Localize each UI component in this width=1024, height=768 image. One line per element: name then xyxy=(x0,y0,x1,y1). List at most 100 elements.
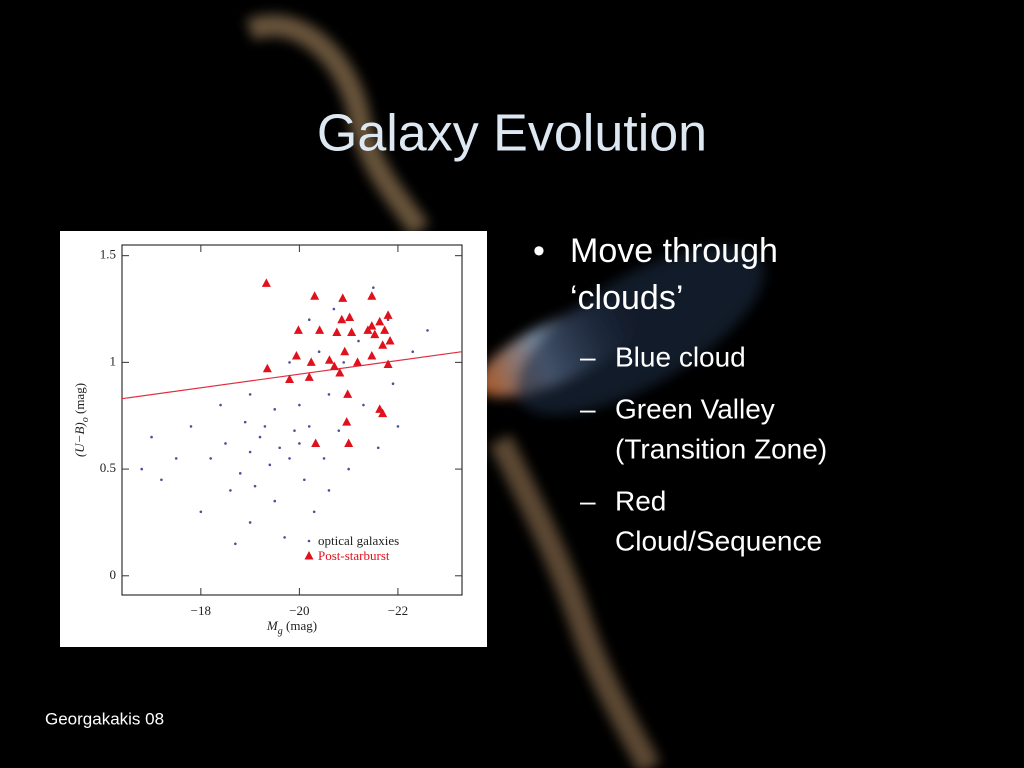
dot-point xyxy=(288,457,291,460)
bullet-list: • Move through‘clouds’– Blue cloud– Green V… xyxy=(533,232,827,556)
axis-label-part: (U−B) xyxy=(72,422,87,457)
dot-point xyxy=(327,393,331,396)
triangle-point xyxy=(383,359,393,369)
dot-point xyxy=(209,457,212,460)
dot-point xyxy=(160,478,163,482)
dot-point xyxy=(273,499,277,503)
dot-point xyxy=(258,435,262,439)
x-tick-label: −20 xyxy=(289,603,309,618)
triangle-point xyxy=(385,336,395,345)
axis-label-part: (mag) xyxy=(283,618,317,633)
footnote: Georgakakis 08 xyxy=(45,709,164,728)
dot-point xyxy=(411,350,415,354)
dot-point xyxy=(342,361,346,364)
dot-point xyxy=(238,472,242,475)
dot-point xyxy=(229,489,232,492)
legend-label: Post-starburst xyxy=(318,548,390,563)
dot-point xyxy=(376,446,380,450)
bullet-text: Green Valley xyxy=(615,393,775,424)
triangle-point xyxy=(344,438,354,447)
triangle-point xyxy=(367,321,377,330)
triangle-point xyxy=(363,325,373,334)
triangle-point xyxy=(262,363,272,373)
dot-point xyxy=(362,403,365,407)
dot-point xyxy=(278,446,281,450)
triangle-point xyxy=(345,312,355,322)
triangle-point xyxy=(378,340,388,349)
plot-frame xyxy=(121,244,463,596)
dot-point xyxy=(189,425,193,428)
triangle-point xyxy=(315,325,325,334)
dot-point xyxy=(248,393,252,396)
triangle-point xyxy=(293,325,303,334)
dot-point xyxy=(386,318,390,321)
triangle-point xyxy=(370,329,380,339)
triangle-point xyxy=(340,346,350,356)
dot-point xyxy=(307,318,311,321)
bullet-marker: – xyxy=(580,393,596,424)
triangle-point xyxy=(329,361,339,371)
triangle-point xyxy=(367,350,377,360)
triangle-point xyxy=(347,327,357,336)
dot-point xyxy=(396,425,400,428)
axis-label-part: M xyxy=(266,618,279,633)
dot-point xyxy=(273,408,277,411)
triangle-point xyxy=(306,357,316,366)
y-tick-label: 1.5 xyxy=(100,247,116,262)
triangle-point xyxy=(380,325,390,334)
dot-point xyxy=(224,442,227,445)
dot-point xyxy=(268,463,272,467)
bullet-text: Cloud/Sequence xyxy=(615,525,822,556)
dot-point xyxy=(327,489,331,492)
bullet-text: (Transition Zone) xyxy=(615,433,827,464)
dot-point xyxy=(283,536,286,539)
x-tick-label: −22 xyxy=(388,603,408,618)
triangle-point xyxy=(335,368,345,377)
dot-point xyxy=(337,429,341,432)
dot-point xyxy=(288,361,291,364)
dot-point xyxy=(234,542,237,546)
dot-point xyxy=(347,467,350,471)
triangle-point xyxy=(378,408,388,418)
dot-point xyxy=(298,403,301,407)
bullet-text: Blue cloud xyxy=(615,341,746,372)
legend-symbol xyxy=(304,551,314,560)
triangle-point xyxy=(311,438,321,447)
y-tick-label: 0.5 xyxy=(100,460,116,475)
legend-label: optical galaxies xyxy=(318,533,399,548)
triangle-point xyxy=(304,372,314,381)
dot-point xyxy=(303,478,306,482)
dot-point xyxy=(298,442,301,445)
dot-point xyxy=(332,307,336,311)
x-tick-label: −18 xyxy=(191,603,211,618)
dot-point xyxy=(248,450,252,454)
dot-point xyxy=(317,350,321,354)
dot-point xyxy=(150,435,153,439)
background-nebula xyxy=(245,14,765,768)
y-tick-label: 1 xyxy=(110,353,117,368)
fit-line xyxy=(121,351,463,400)
dot-point xyxy=(312,510,316,514)
triangle-point xyxy=(353,357,363,366)
axis-label-part: (mag) xyxy=(72,383,87,417)
figure-background xyxy=(60,231,487,647)
dot-point xyxy=(253,484,257,488)
bullet-marker: – xyxy=(580,341,596,372)
triangle-point xyxy=(338,293,348,302)
axis-label-part: o xyxy=(80,417,91,422)
triangle-point xyxy=(383,310,393,319)
triangle-point xyxy=(324,355,334,364)
dot-point xyxy=(372,286,375,289)
y-axis-label: (U−B)o (mag) xyxy=(72,383,91,457)
dot-point xyxy=(391,382,395,386)
bullet-text: Red xyxy=(615,485,666,516)
triangle-point xyxy=(342,417,352,426)
axis-label-part: g xyxy=(278,626,283,637)
dot-point xyxy=(293,429,296,432)
dot-point xyxy=(140,467,144,471)
triangle-point xyxy=(285,374,295,383)
triangle-point xyxy=(291,350,301,360)
